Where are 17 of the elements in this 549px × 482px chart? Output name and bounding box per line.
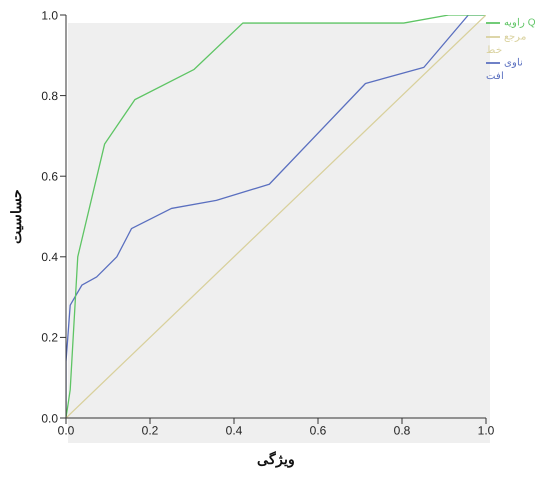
x-tick-label: 0.8 [394, 424, 411, 438]
x-tick-label: 0.6 [310, 424, 327, 438]
y-tick-label: 1.0 [41, 8, 58, 22]
legend-label: راویه Q [504, 18, 536, 29]
x-tick-label: 0.4 [226, 424, 243, 438]
y-tick-label: 0.2 [41, 330, 58, 345]
y-tick-label: 0.6 [41, 169, 58, 184]
x-tick-label: 0.0 [58, 424, 75, 438]
y-axis-title: حساسیت [8, 189, 24, 244]
y-tick-label: 0.4 [41, 250, 58, 264]
legend-label: ناوی افت [486, 58, 523, 82]
y-tick-label: 0.0 [41, 411, 58, 426]
legend-label: مرجع خط [486, 32, 526, 56]
x-axis-title: ویژگی [257, 451, 295, 468]
x-tick-label: 1.0 [478, 424, 495, 438]
y-tick-label: 0.8 [41, 88, 58, 103]
x-tick-label: 0.2 [142, 424, 159, 438]
